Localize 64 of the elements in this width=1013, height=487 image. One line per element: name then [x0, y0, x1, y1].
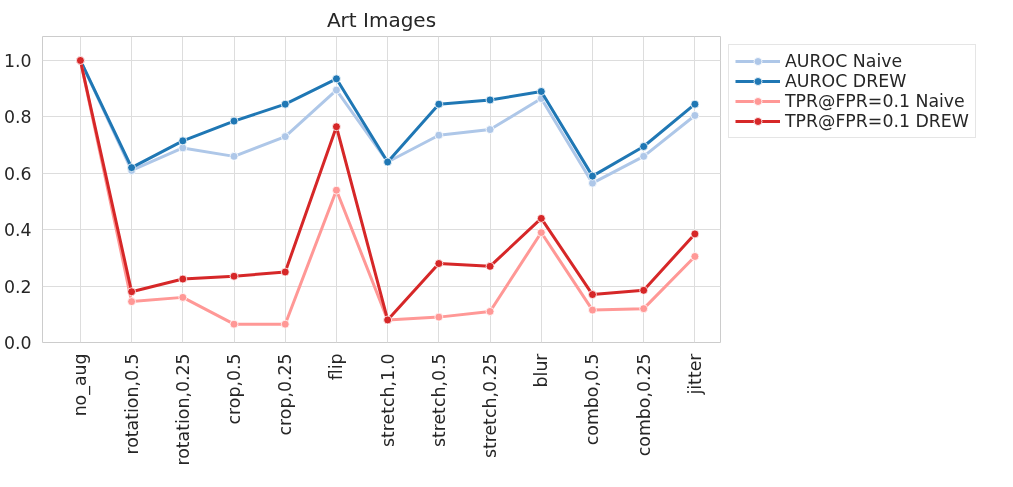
- point: [690, 252, 700, 261]
- x-tick-label: jitter: [684, 352, 705, 396]
- point: [280, 267, 290, 277]
- point: [127, 287, 136, 297]
- point: [690, 229, 700, 239]
- point: [485, 261, 495, 271]
- point: [332, 74, 341, 84]
- x-tick-label: stretch,0.25: [480, 353, 501, 459]
- point: [280, 99, 290, 109]
- point: [229, 319, 239, 329]
- legend-label: TPR@FPR=0.1 DREW: [785, 111, 969, 131]
- legend-label: AUROC Naive: [785, 51, 903, 71]
- point: [434, 130, 444, 140]
- point: [588, 171, 597, 181]
- point: [434, 312, 444, 322]
- legend-label: AUROC DREW: [785, 71, 907, 91]
- point: [485, 125, 495, 134]
- point: [332, 85, 341, 95]
- point: [178, 292, 188, 302]
- point: [536, 214, 546, 223]
- point: [332, 122, 341, 132]
- point: [639, 304, 649, 314]
- point: [280, 132, 290, 142]
- point: [639, 142, 649, 151]
- x-tick-label: blur: [531, 352, 552, 388]
- point: [229, 116, 239, 126]
- x-tick-label: rotation,0.25: [172, 353, 193, 466]
- y-tick-label: 0.2: [3, 276, 32, 297]
- x-tick-label: crop,0.25: [275, 353, 296, 436]
- x-tick-label: no_aug: [70, 353, 92, 417]
- point: [229, 151, 239, 161]
- y-tick-label: 1.0: [3, 50, 32, 71]
- y-tick-label: 0.4: [3, 220, 32, 241]
- point: [434, 259, 444, 268]
- x-tick-label: crop,0.5: [224, 353, 245, 425]
- chart-title: Art Images: [326, 7, 437, 32]
- y-tick-label: 0.8: [3, 107, 32, 128]
- point: [178, 274, 188, 284]
- x-tick-label: stretch,1.0: [377, 353, 398, 448]
- point: [588, 305, 597, 315]
- point: [178, 136, 188, 146]
- y-tick-label: 0.0: [3, 333, 32, 353]
- y-tick-label: 0.6: [3, 163, 32, 184]
- point: [485, 95, 495, 105]
- point: [639, 285, 649, 295]
- x-tick-label: flip: [326, 353, 347, 381]
- point: [690, 111, 700, 120]
- x-tick-label: combo,0.25: [633, 353, 654, 457]
- point: [127, 297, 136, 306]
- point: [536, 228, 546, 237]
- x-tick-label: stretch,0.5: [428, 353, 449, 448]
- legend-label: TPR@FPR=0.1 Naive: [785, 91, 965, 111]
- point: [536, 87, 546, 96]
- point: [639, 151, 649, 161]
- x-tick-label: combo,0.5: [582, 353, 603, 446]
- point: [485, 307, 495, 316]
- point: [178, 143, 188, 153]
- point: [588, 290, 597, 299]
- point: [280, 319, 290, 329]
- point: [690, 99, 700, 109]
- x-tick-label: rotation,0.5: [121, 353, 142, 455]
- point: [229, 271, 239, 281]
- point: [434, 99, 444, 109]
- point: [332, 185, 341, 195]
